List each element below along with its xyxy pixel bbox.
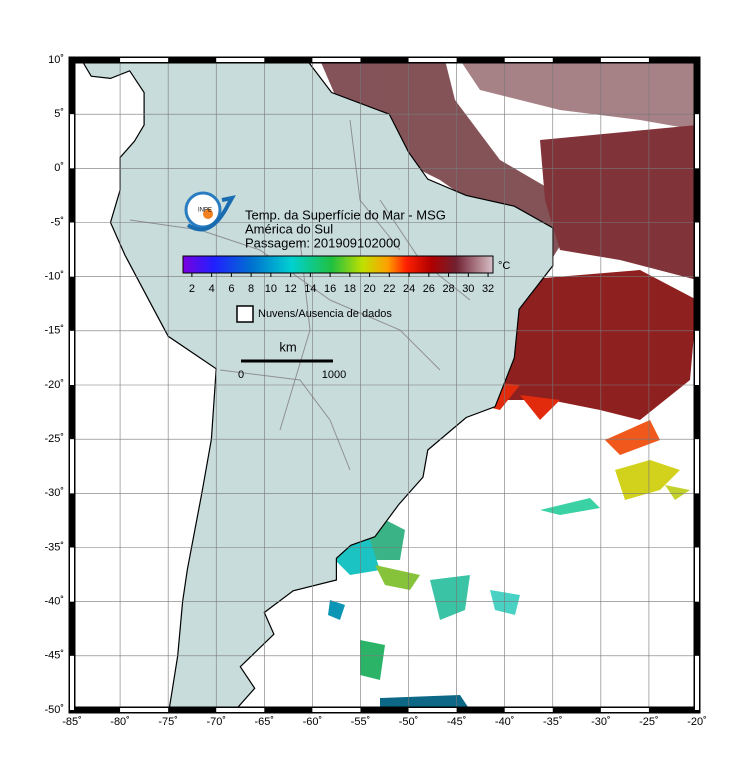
x-tick-label: -50˚ (399, 716, 419, 728)
colorbar-unit: °C (498, 260, 510, 272)
colorbar-tick-label: 10 (265, 283, 277, 295)
x-tick-label: -85˚ (62, 716, 82, 728)
title: Temp. da Superfície do Mar - MSG (245, 207, 446, 222)
colorbar (182, 255, 494, 274)
y-tick-label: -50˚ (44, 704, 64, 716)
y-tick-label: -25˚ (44, 433, 64, 445)
pass: Passagem: 201909102000 (245, 235, 400, 250)
colorbar-tick-label: 8 (248, 283, 254, 295)
y-tick-label: -40˚ (44, 596, 64, 608)
x-tick-label: -60˚ (303, 716, 323, 728)
colorbar-tick-label: 24 (403, 283, 415, 295)
colorbar-tick-label: 12 (284, 283, 296, 295)
legend-box (236, 305, 254, 323)
colorbar-tick-label: 6 (228, 283, 234, 295)
legend-text: Nuvens/Ausencia de dados (258, 308, 392, 320)
y-tick-label: 10˚ (48, 54, 64, 66)
colorbar-tick-label: 28 (442, 283, 454, 295)
colorbar-tick-label: 18 (344, 283, 356, 295)
x-tick-label: -20˚ (687, 716, 707, 728)
scale-start: 0 (238, 369, 244, 381)
y-tick-label: -45˚ (44, 650, 64, 662)
y-tick-label: -35˚ (44, 541, 64, 553)
colorbar-ticks: 2 4 6 8 10 12 14 16 18 20 22 24 26 28 30 32 (189, 273, 494, 295)
borders (129, 119, 471, 471)
sst-patches (320, 60, 697, 710)
y-tick-label: 5˚ (54, 108, 64, 120)
y-tick-label: -30˚ (44, 487, 64, 499)
colorbar-tick-label: 16 (324, 283, 336, 295)
y-tick-label: -20˚ (44, 379, 64, 391)
y-tick-label: -10˚ (44, 271, 64, 283)
x-tick-label: -65˚ (255, 716, 275, 728)
y-tick-label: -15˚ (44, 325, 64, 337)
x-tick-label: -30˚ (591, 716, 611, 728)
y-tick-label: -5˚ (51, 216, 64, 228)
y-tick-label: 0˚ (54, 162, 64, 174)
x-tick-label: -40˚ (495, 716, 515, 728)
region: América do Sul (245, 221, 333, 236)
x-tick-label: -80˚ (110, 716, 130, 728)
colorbar-tick-label: 26 (423, 283, 435, 295)
colorbar-tick-label: 4 (209, 283, 215, 295)
x-tick-label: -70˚ (206, 716, 226, 728)
colorbar-tick-label: 20 (363, 283, 375, 295)
colorbar-tick-label: 32 (482, 283, 494, 295)
scale-unit: km (279, 339, 296, 354)
grid (72, 60, 697, 710)
axis-labels: -85˚ -80˚ -75˚ -70˚ -65˚ -60˚ -55˚ -50˚ -45˚ -40˚… (44, 54, 706, 728)
logo: INPE (184, 191, 236, 232)
logo-text: INPE (198, 208, 212, 214)
x-tick-label: -45˚ (447, 716, 467, 728)
x-tick-label: -35˚ (543, 716, 563, 728)
colorbar-tick-label: 2 (189, 283, 195, 295)
scale-end: 1000 (322, 369, 346, 381)
colorbar-tick-label: 14 (304, 283, 316, 295)
x-tick-label: -25˚ (639, 716, 659, 728)
x-tick-label: -55˚ (351, 716, 371, 728)
colorbar-tick-label: 22 (383, 283, 395, 295)
map-body (72, 60, 697, 710)
x-tick-label: -75˚ (158, 716, 178, 728)
frame-ticks (70, 58, 699, 712)
colorbar-tick-label: 30 (462, 283, 474, 295)
